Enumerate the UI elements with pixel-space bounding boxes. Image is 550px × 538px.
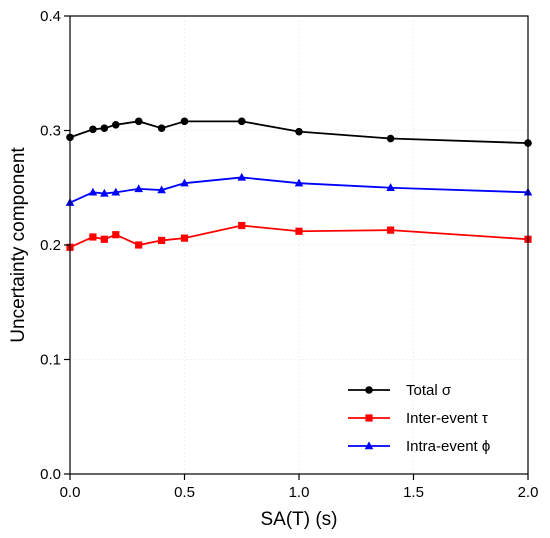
series-2 xyxy=(65,172,533,206)
series-layer xyxy=(65,117,533,251)
legend-marker xyxy=(364,441,374,450)
x-tick-label: 0.5 xyxy=(174,484,195,501)
axis-ticks: 0.0 0.5 1.0 1.5 2.0 0.0 0.1 0.2 0.3 0.4 xyxy=(40,8,538,501)
x-tick-label: 1.5 xyxy=(403,484,424,501)
data-point xyxy=(238,221,246,230)
data-point xyxy=(111,187,121,196)
data-point xyxy=(157,124,166,133)
y-tick-label: 0.3 xyxy=(40,123,61,140)
data-point xyxy=(180,178,189,187)
x-tick-label: 2.0 xyxy=(518,484,539,501)
legend: Total σ Inter-event τ Intra-event ϕ xyxy=(348,382,490,455)
data-point xyxy=(294,178,304,187)
legend-label: Inter-event τ xyxy=(406,410,488,427)
data-point xyxy=(387,226,395,234)
data-point xyxy=(295,127,303,136)
series-0 xyxy=(66,117,532,147)
legend-label: Intra-event ϕ xyxy=(406,438,490,455)
data-point xyxy=(180,234,189,242)
y-tick-label: 0.1 xyxy=(40,352,61,369)
data-point xyxy=(158,236,166,245)
data-point xyxy=(100,188,109,197)
legend-entry: Inter-event τ xyxy=(348,410,488,427)
data-point xyxy=(134,184,143,193)
data-point xyxy=(100,124,109,133)
x-tick-label: 1.0 xyxy=(289,484,310,501)
data-point xyxy=(386,134,395,143)
data-point xyxy=(135,241,143,249)
data-point xyxy=(237,117,246,126)
x-tick-label: 0.0 xyxy=(60,484,81,501)
data-point xyxy=(100,235,108,243)
data-point xyxy=(88,187,98,196)
data-point xyxy=(237,172,247,181)
data-point xyxy=(89,125,97,134)
legend-label: Total σ xyxy=(406,382,452,399)
legend-entry: Total σ xyxy=(348,382,452,399)
y-tick-label: 0.4 xyxy=(40,8,61,25)
data-point xyxy=(157,185,166,194)
data-point xyxy=(112,120,120,129)
data-point xyxy=(180,117,189,126)
data-point xyxy=(386,183,395,191)
legend-entry: Intra-event ϕ xyxy=(348,438,490,455)
data-point xyxy=(112,231,120,239)
y-tick-label: 0.2 xyxy=(40,237,61,254)
y-tick-label: 0.0 xyxy=(40,466,61,483)
data-point xyxy=(134,117,143,126)
data-point xyxy=(89,233,97,241)
legend-marker xyxy=(365,414,373,422)
data-point xyxy=(295,227,303,235)
legend-marker xyxy=(365,386,373,394)
x-axis-label: SA(T) (s) xyxy=(260,509,337,530)
y-axis-label: Uncertainty component xyxy=(8,147,29,343)
